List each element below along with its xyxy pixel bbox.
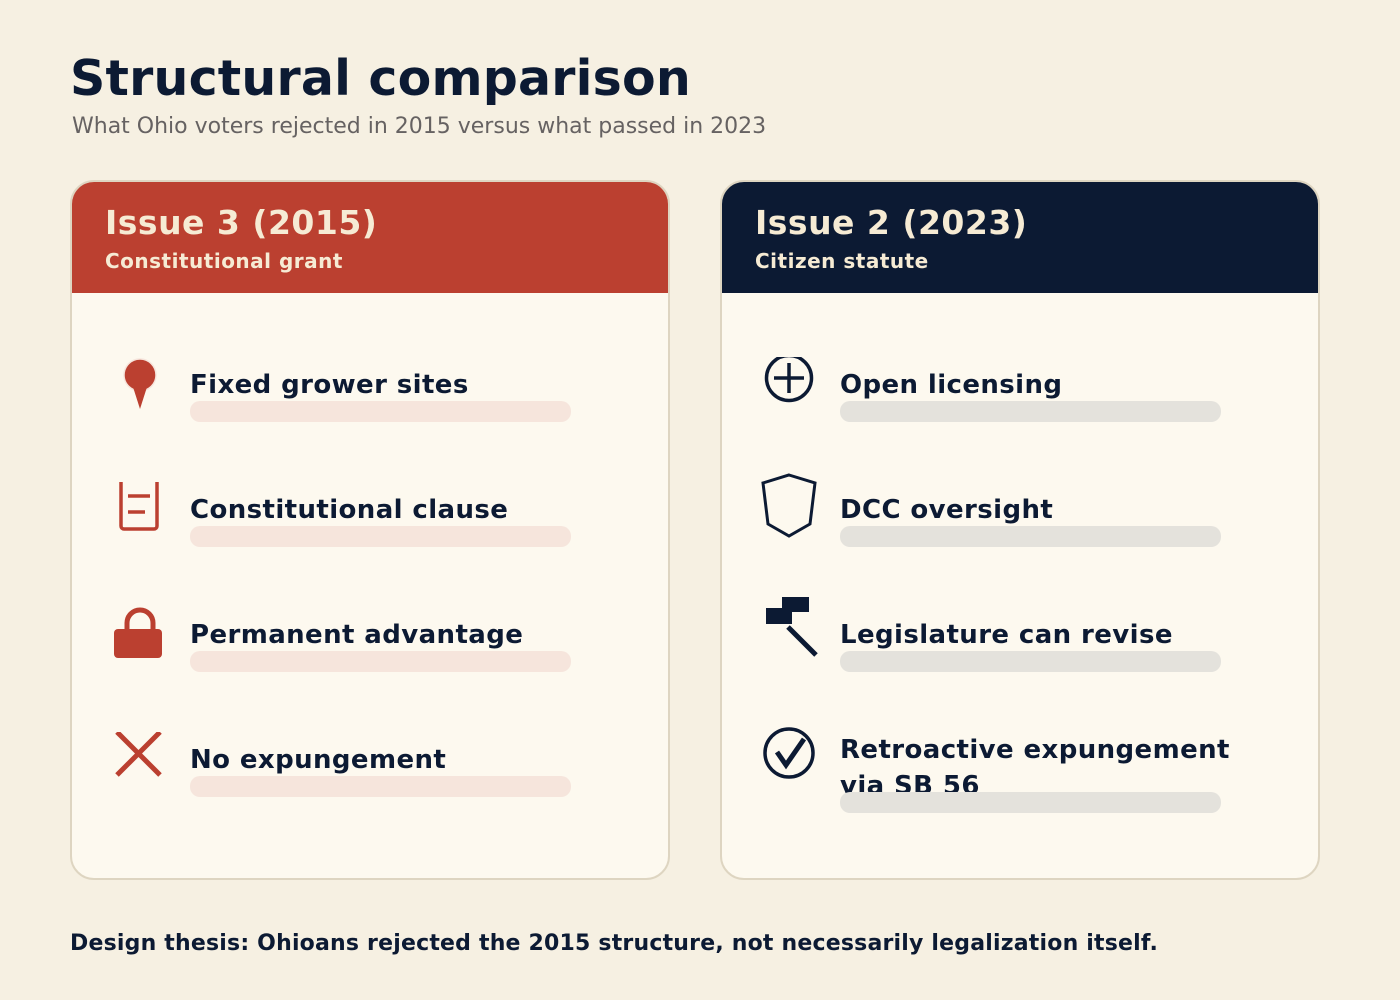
issue-2-subtitle: Citizen statute (755, 249, 929, 273)
issue-2-title: Issue 2 (2023) (755, 203, 1028, 242)
list-item-no-expungement: No expungement (72, 732, 668, 842)
item-bar (190, 651, 571, 672)
issue-3-subtitle: Constitutional grant (105, 249, 343, 273)
list-item-dcc-oversight: DCC oversight (722, 472, 1318, 582)
shield-icon (760, 472, 820, 538)
issue-2-card: Issue 2 (2023) Citizen statute Open lice… (720, 180, 1320, 880)
item-label: Permanent advantage (190, 620, 524, 650)
item-bar (190, 776, 571, 797)
issue-3-card: Issue 3 (2015) Constitutional grant Fixe… (70, 180, 670, 880)
map-pin-icon (110, 357, 170, 417)
gavel-icon (760, 597, 820, 657)
lock-icon (110, 607, 170, 667)
issue-3-title: Issue 3 (2015) (105, 203, 378, 242)
plus-circle-icon (760, 357, 820, 417)
item-bar (840, 526, 1221, 547)
item-label: No expungement (190, 745, 447, 775)
check-circle-icon (760, 725, 820, 785)
item-label: Constitutional clause (190, 495, 509, 525)
item-bar (190, 526, 571, 547)
item-bar (840, 651, 1221, 672)
item-label: Fixed grower sites (190, 370, 469, 400)
list-item-legislature-can-revise: Legislature can revise (722, 597, 1318, 707)
item-label: Legislature can revise (840, 620, 1173, 650)
item-bar (840, 792, 1221, 813)
document-icon (110, 482, 170, 542)
item-label: DCC oversight (840, 495, 1054, 525)
list-item-fixed-grower-sites: Fixed grower sites (72, 357, 668, 467)
page-subtitle: What Ohio voters rejected in 2015 versus… (72, 114, 767, 139)
list-item-open-licensing: Open licensing (722, 357, 1318, 467)
list-item-retroactive-expungement: Retroactive expungement via SB 56 (722, 725, 1318, 835)
list-item-permanent-advantage: Permanent advantage (72, 607, 668, 717)
x-icon (110, 732, 170, 792)
issue-3-header: Issue 3 (2015) Constitutional grant (72, 182, 668, 293)
issue-2-header: Issue 2 (2023) Citizen statute (722, 182, 1318, 293)
item-label: Open licensing (840, 370, 1063, 400)
design-thesis: Design thesis: Ohioans rejected the 2015… (70, 931, 1159, 956)
list-item-constitutional-clause: Constitutional clause (72, 482, 668, 592)
item-bar (840, 401, 1221, 422)
item-bar (190, 401, 571, 422)
page-title: Structural comparison (70, 50, 691, 107)
